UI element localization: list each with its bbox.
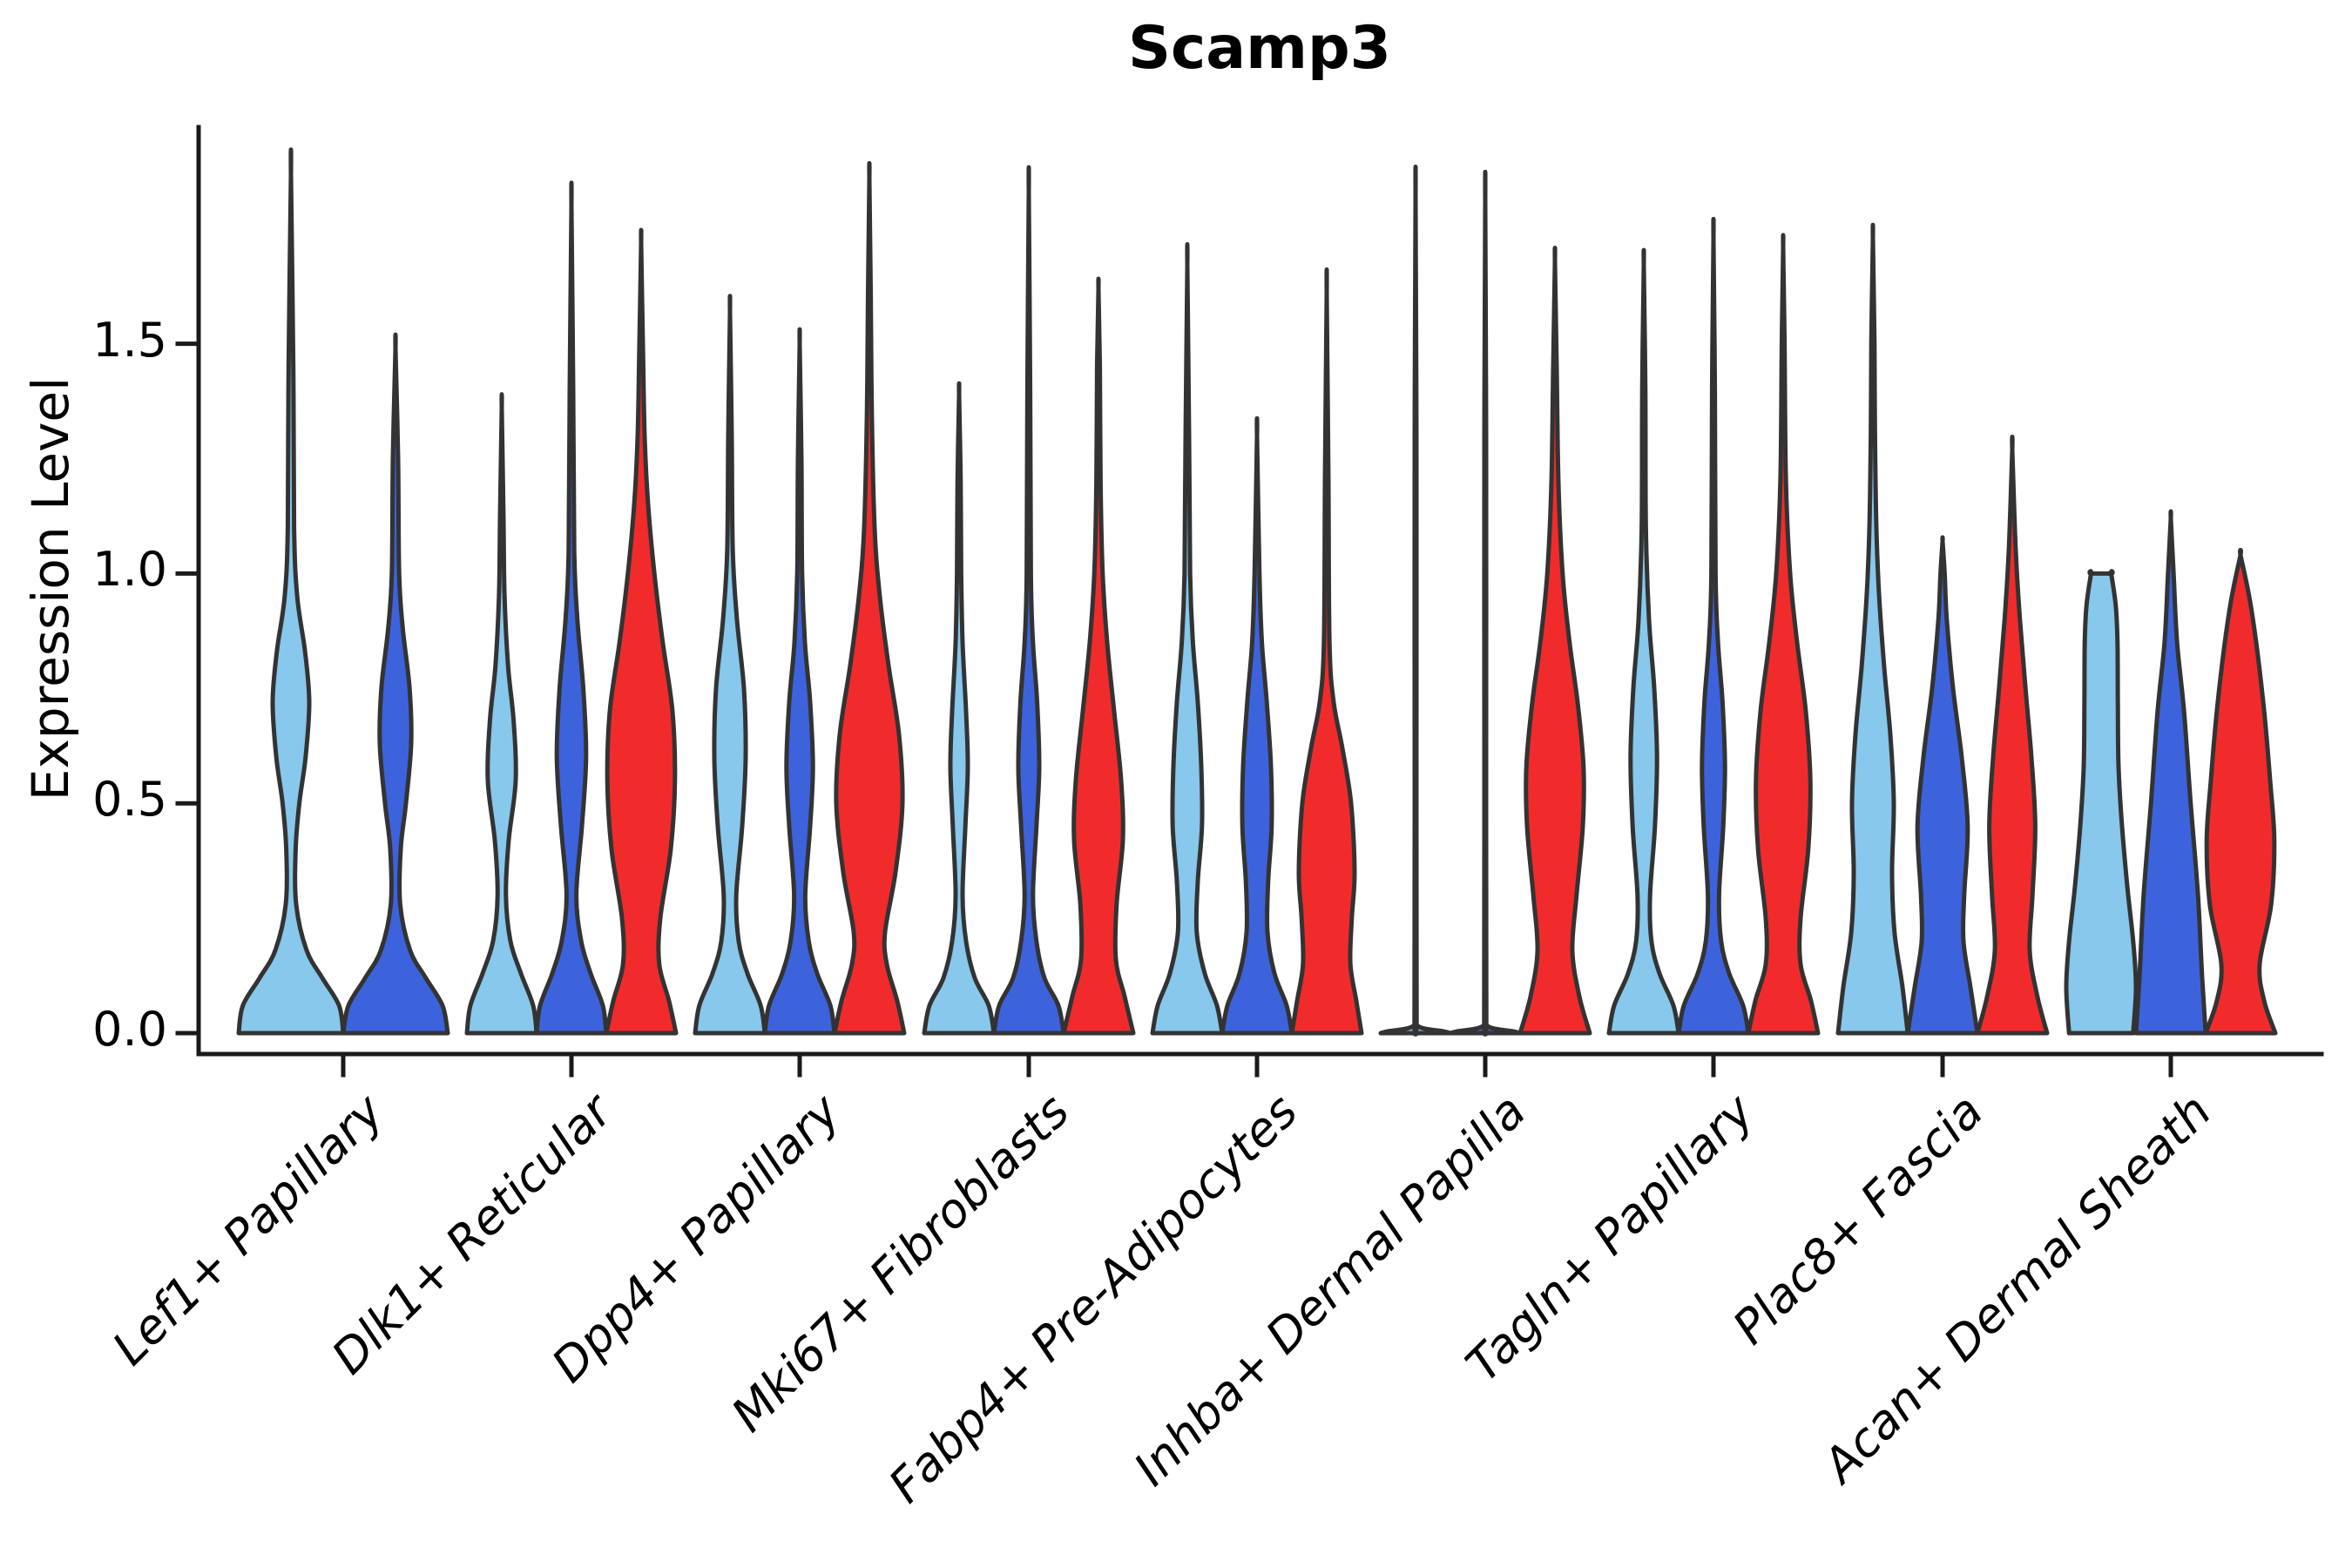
violin-dark-blue-group-lef1-papillary bbox=[341, 332, 450, 1036]
violin-light-blue-group-fabp4-pre-adipocytes bbox=[1150, 242, 1225, 1036]
violin-red-group-acan-dermal-sheath bbox=[2203, 547, 2278, 1036]
violin-red-group-dlk1-reticular bbox=[604, 227, 679, 1036]
violin-light-blue-group-plac8-fascia bbox=[1835, 222, 1910, 1036]
violin-light-blue-group-dpp4-papillary bbox=[693, 294, 767, 1036]
violin-light-blue-group-tagln-papillary bbox=[1606, 247, 1681, 1036]
violin-dark-blue-group-acan-dermal-sheath bbox=[2133, 509, 2208, 1036]
y-tick-label-1.5: 1.5 bbox=[92, 313, 167, 368]
violin-dark-blue-group-fabp4-pre-adipocytes bbox=[1220, 416, 1294, 1036]
y-tick-label-0.5: 0.5 bbox=[92, 772, 167, 827]
y-tick-label-0.0: 0.0 bbox=[92, 1002, 167, 1057]
violin-dark-blue-group-dpp4-papillary bbox=[762, 327, 837, 1036]
violin-light-blue-group-mki67-fibroblasts bbox=[922, 381, 997, 1036]
violin-dark-blue-group-inhba-dermal-papilla bbox=[1448, 169, 1523, 1037]
violin-light-blue-group-lef1-papillary bbox=[236, 147, 346, 1036]
violin-dark-blue-group-plac8-fascia bbox=[1905, 535, 1980, 1036]
violin-red-group-fabp4-pre-adipocytes bbox=[1289, 267, 1364, 1036]
violin-dark-blue-group-mki67-fibroblasts bbox=[991, 165, 1066, 1036]
violin-bodies bbox=[236, 147, 2278, 1037]
violin-red-group-plac8-fascia bbox=[1975, 434, 2050, 1036]
violin-dark-blue-group-tagln-papillary bbox=[1676, 216, 1751, 1036]
violin-dark-blue-group-dlk1-reticular bbox=[534, 180, 609, 1036]
y-tick-label-1.0: 1.0 bbox=[92, 542, 167, 597]
violin-red-group-mki67-fibroblasts bbox=[1061, 276, 1136, 1036]
violin-light-blue-group-acan-dermal-sheath bbox=[2064, 569, 2139, 1036]
violin-red-group-tagln-papillary bbox=[1746, 233, 1821, 1036]
violin-light-blue-group-inhba-dermal-papilla bbox=[1378, 164, 1453, 1037]
violin-red-group-dpp4-papillary bbox=[832, 161, 907, 1036]
chart-title: Scamp3 bbox=[1127, 14, 1391, 83]
violin-light-blue-group-dlk1-reticular bbox=[464, 392, 539, 1036]
violin-red-group-inhba-dermal-papilla bbox=[1517, 245, 1592, 1036]
axes bbox=[175, 125, 2324, 1078]
